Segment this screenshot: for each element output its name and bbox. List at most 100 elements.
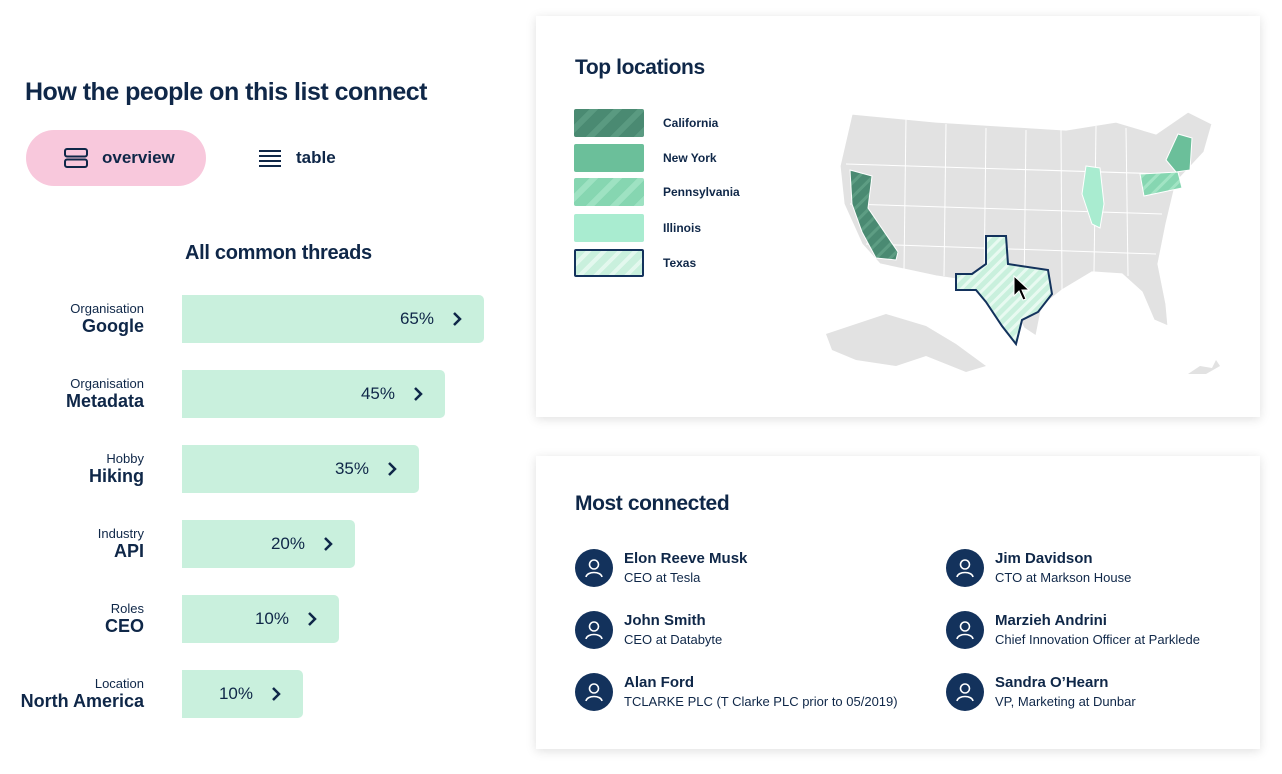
thread-name: Metadata [65,391,144,411]
alaska-shape [826,314,986,372]
thread-bar[interactable]: 65% [182,295,484,343]
avatar [575,549,613,587]
thread-percent: 35% [334,459,369,478]
person-item[interactable]: John Smith CEO at Databyte [575,608,722,652]
thread-row: Organisation Metadata 45% [0,370,500,418]
legend-label: Illinois [663,221,702,235]
overview-label: overview [102,148,175,167]
thread-bar[interactable]: 20% [182,520,355,568]
thread-category: Location [94,676,144,691]
user-icon [585,621,603,640]
thread-name: North America [20,691,144,711]
person-name: Marzieh Andrini [995,612,1107,629]
thread-percent: 10% [254,609,289,628]
most-connected-title: Most connected [575,492,730,515]
thread-bar[interactable]: 45% [182,370,445,418]
person-role: TCLARKE PLC (T Clarke PLC prior to 05/20… [624,694,898,709]
thread-row: Roles CEO 10% [0,595,500,643]
legend-item-pennsylvania[interactable]: Pennsylvania [574,178,740,206]
thread-category: Organisation [70,376,144,391]
page-title: How the people on this list connect [25,78,427,106]
legend-label: California [663,116,719,130]
chevron-right-icon [453,312,462,326]
common-threads-title: All common threads [185,242,372,264]
hawaii-shape [1188,360,1220,374]
most-connected-card: Most connected Elon Reeve Musk CEO at Te… [536,456,1260,749]
user-icon [956,621,974,640]
chevron-right-icon [272,687,281,701]
thread-name: CEO [104,616,144,636]
thread-percent: 20% [270,534,305,553]
person-role: CEO at Databyte [624,632,723,647]
thread-percent: 10% [218,684,253,703]
legend-item-illinois[interactable]: Illinois [574,214,701,242]
table-label: table [296,148,336,167]
avatar [575,673,613,711]
thread-row: Organisation Google 65% [0,295,500,343]
person-item[interactable]: Elon Reeve Musk CEO at Tesla [575,546,747,590]
list-icon [259,150,281,167]
thread-bar[interactable]: 10% [182,595,339,643]
thread-percent: 65% [399,309,434,328]
avatar [946,549,984,587]
chevron-right-icon [388,462,397,476]
person-role: CEO at Tesla [624,570,701,585]
thread-label: Organisation Metadata [66,376,144,412]
table-view-button[interactable]: table [258,130,378,186]
thread-bar[interactable]: 35% [182,445,419,493]
person-item[interactable]: Marzieh Andrini Chief Innovation Officer… [946,608,1200,652]
user-icon [585,683,603,702]
thread-name: API [113,541,144,561]
us-map [826,111,1220,374]
person-name: Elon Reeve Musk [624,550,748,567]
overview-view-button[interactable]: overview [26,130,206,186]
avatar [946,673,984,711]
thread-category: Organisation [70,301,144,316]
thread-row: Industry API 20% [0,520,500,568]
user-icon [956,683,974,702]
legend-label: Pennsylvania [663,185,740,199]
legend-swatch [574,214,644,242]
legend-label: Texas [663,256,697,270]
new-york-shape [1165,133,1193,173]
person-name: Alan Ford [624,674,694,691]
person-role: VP, Marketing at Dunbar [995,694,1136,709]
legend-item-texas[interactable]: Texas [574,249,696,277]
thread-label: Organisation Google [70,301,144,337]
top-locations-card: Top locations California New York Pennsy… [536,16,1260,417]
user-icon [956,559,974,578]
person-name: John Smith [624,612,706,629]
thread-name: Google [82,316,144,336]
avatar [575,611,613,649]
legend-swatch [574,144,644,172]
user-icon [585,559,603,578]
thread-label: Location North America [21,676,144,712]
thread-category: Industry [97,526,144,541]
legend-swatch [574,109,644,137]
chevron-right-icon [308,612,317,626]
person-item[interactable]: Alan Ford TCLARKE PLC (T Clarke PLC prio… [575,670,898,714]
thread-name: Hiking [88,466,144,486]
thread-label: Roles CEO [105,601,144,637]
avatar [946,611,984,649]
person-item[interactable]: Sandra O’Hearn VP, Marketing at Dunbar [946,670,1136,714]
thread-bar[interactable]: 10% [182,670,303,718]
thread-category: Hobby [106,451,144,466]
legend-item-california[interactable]: California [574,109,718,137]
thread-category: Roles [110,601,144,616]
person-role: CTO at Markson House [995,570,1132,585]
legend-label: New York [663,151,717,165]
thread-label: Hobby Hiking [89,451,144,487]
legend-swatch [574,249,644,277]
person-name: Jim Davidson [995,550,1093,567]
thread-row: Hobby Hiking 35% [0,445,500,493]
thread-row: Location North America 10% [0,670,500,718]
texas-shape [955,235,1054,347]
pennsylvania-shape [1139,171,1183,197]
legend-item-new-york[interactable]: New York [574,144,717,172]
us-mainland [839,111,1213,337]
chevron-right-icon [324,537,333,551]
person-item[interactable]: Jim Davidson CTO at Markson House [946,546,1131,590]
california-shape [849,169,899,261]
thread-percent: 45% [360,384,395,403]
